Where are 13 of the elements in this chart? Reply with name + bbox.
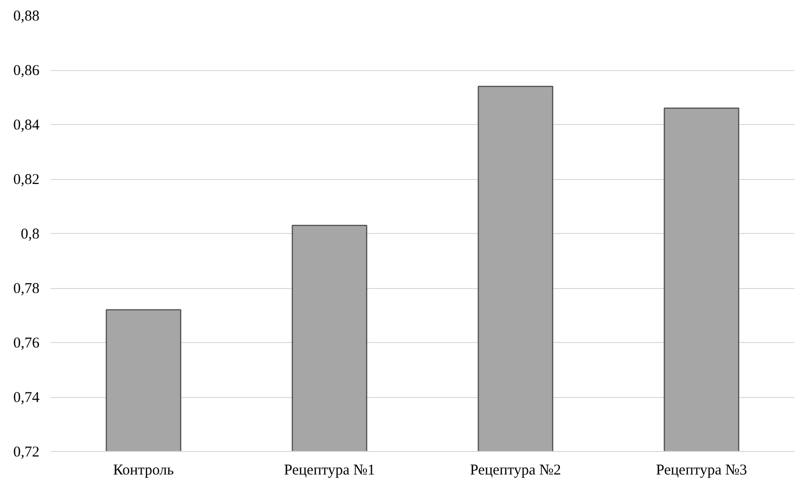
y-tick-label: 0,76 (13, 336, 40, 352)
y-tick-label: 0,82 (13, 172, 40, 188)
y-tick-label: 0,74 (13, 390, 40, 406)
x-tick-label: Рецептура №1 (284, 462, 376, 478)
y-tick-label: 0,86 (13, 63, 40, 79)
y-tick-label: 0,78 (13, 281, 40, 297)
y-tick-label: 0,84 (13, 118, 40, 134)
x-tick-label: Рецептура №3 (656, 462, 748, 478)
y-tick-label: 0,72 (13, 444, 40, 460)
x-tick-label: Рецептура №2 (470, 462, 562, 478)
y-tick-label: 0,8 (20, 226, 40, 242)
y-tick-label: 0,88 (13, 8, 40, 24)
x-tick-label: Контроль (113, 462, 174, 478)
